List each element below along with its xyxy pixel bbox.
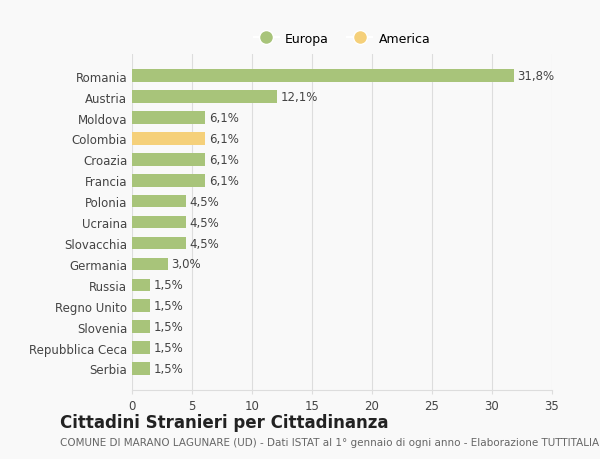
Bar [132, 196, 186, 208]
Text: 6,1%: 6,1% [209, 133, 239, 146]
Bar [132, 133, 205, 146]
Bar [132, 154, 205, 166]
Bar [132, 341, 150, 354]
Bar [132, 174, 205, 187]
Bar [132, 91, 277, 104]
Text: 4,5%: 4,5% [190, 216, 220, 229]
Bar [132, 237, 186, 250]
Text: Cittadini Stranieri per Cittadinanza: Cittadini Stranieri per Cittadinanza [60, 413, 389, 431]
Legend: Europa, America: Europa, America [248, 28, 436, 51]
Bar [132, 112, 205, 124]
Text: 1,5%: 1,5% [154, 320, 184, 333]
Text: 31,8%: 31,8% [517, 70, 554, 83]
Text: 3,0%: 3,0% [172, 258, 201, 271]
Bar [132, 216, 186, 229]
Bar [132, 258, 168, 271]
Text: 1,5%: 1,5% [154, 341, 184, 354]
Text: 1,5%: 1,5% [154, 362, 184, 375]
Bar [132, 321, 150, 333]
Bar [132, 363, 150, 375]
Text: 6,1%: 6,1% [209, 112, 239, 125]
Text: 4,5%: 4,5% [190, 195, 220, 208]
Text: 1,5%: 1,5% [154, 279, 184, 291]
Text: 6,1%: 6,1% [209, 174, 239, 187]
Text: 4,5%: 4,5% [190, 237, 220, 250]
Text: 12,1%: 12,1% [281, 91, 318, 104]
Text: 6,1%: 6,1% [209, 154, 239, 167]
Bar [132, 279, 150, 291]
Bar [132, 70, 514, 83]
Text: 1,5%: 1,5% [154, 300, 184, 313]
Text: COMUNE DI MARANO LAGUNARE (UD) - Dati ISTAT al 1° gennaio di ogni anno - Elabora: COMUNE DI MARANO LAGUNARE (UD) - Dati IS… [60, 437, 600, 447]
Bar [132, 300, 150, 312]
